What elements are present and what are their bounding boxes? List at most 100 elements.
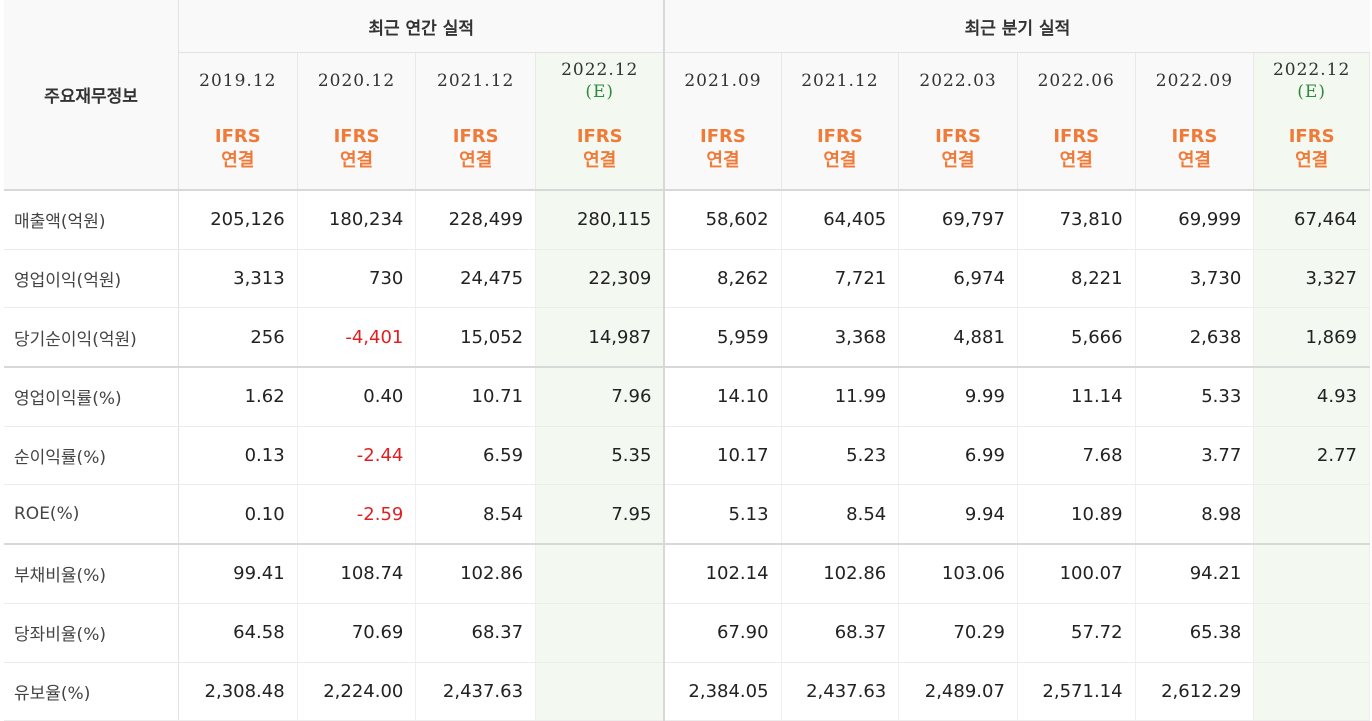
- estimate-marker: (E): [1297, 82, 1326, 102]
- table-cell: -4,401: [297, 307, 417, 369]
- table-cell: 3,730: [1135, 249, 1255, 309]
- table-cell: 4,881: [898, 307, 1018, 369]
- table-cell: 5.35: [535, 426, 666, 486]
- table-cell: 8,221: [1017, 249, 1136, 309]
- period-header: 2020.12: [297, 52, 417, 109]
- period-date: 2021.12: [801, 71, 879, 91]
- table-cell: 3,313: [178, 249, 298, 309]
- table-cell: 2,638: [1135, 307, 1255, 369]
- ifrs-label: IFRS: [333, 126, 380, 147]
- annual-group-title: 최근 연간 실적: [178, 0, 666, 53]
- table-cell: 8.54: [415, 484, 537, 546]
- table-row: 당좌비율(%) 64.58 70.69 68.37 67.90 68.37 70.29 57.…: [4, 603, 1370, 663]
- table-cell: 100.07: [1017, 544, 1136, 604]
- table-cell: 6.59: [415, 426, 537, 486]
- table-cell: 65.38: [1135, 603, 1255, 663]
- table-cell: 7,721: [781, 249, 900, 309]
- table-cell: 94.21: [1135, 544, 1255, 604]
- period-date: 2022.06: [1037, 71, 1115, 91]
- ifrs-header: IFRS 연결: [1135, 109, 1255, 191]
- ifrs-header: IFRS 연결: [535, 109, 666, 191]
- table-cell: 108.74: [297, 544, 417, 604]
- consolidated-label: 연결: [221, 150, 255, 171]
- ifrs-header: IFRS 연결: [898, 109, 1018, 191]
- period-date: 2022.09: [1155, 71, 1234, 91]
- consolidated-label: 연결: [339, 150, 374, 171]
- table-cell: 3.77: [1135, 426, 1255, 486]
- table-cell: 180,234: [297, 190, 417, 250]
- table-row: 영업이익률(%) 1.62 0.40 10.71 7.96 14.10 11.99 9.99 1…: [4, 367, 1370, 427]
- table-cell: [535, 662, 666, 721]
- table-cell: 69,797: [898, 190, 1018, 250]
- period-date: 2020.12: [317, 71, 396, 91]
- table-cell: 73,810: [1017, 190, 1136, 250]
- header-label: 주요재무정보: [4, 0, 179, 191]
- quarterly-group-title: 최근 분기 실적: [664, 0, 1370, 53]
- period-date: 2021.12: [437, 71, 515, 91]
- table-cell: -2.44: [297, 426, 417, 486]
- consolidated-label: 연결: [1177, 150, 1211, 171]
- table-cell: 2,612.29: [1135, 662, 1255, 721]
- table-cell: 57.72: [1017, 603, 1136, 663]
- table-cell: 2,571.14: [1017, 662, 1136, 721]
- ifrs-label: IFRS: [935, 126, 981, 147]
- table-cell: 7.68: [1017, 426, 1136, 486]
- ifrs-header: IFRS 연결: [178, 109, 298, 191]
- ifrs-label: IFRS: [214, 126, 261, 147]
- table-row: 당기순이익(억원) 256 -4,401 15,052 14,987 5,959 3,368…: [4, 307, 1370, 369]
- ifrs-label: IFRS: [1053, 126, 1100, 147]
- consolidated-label: 연결: [941, 150, 975, 171]
- table-cell: 6,974: [898, 249, 1018, 309]
- table-cell: 102.86: [781, 544, 900, 604]
- table-row: 영업이익(억원) 3,313 730 24,475 22,309 8,262 7,721 6,…: [4, 249, 1370, 309]
- table-cell: 10.89: [1017, 484, 1136, 546]
- row-label: 영업이익률(%): [4, 367, 179, 427]
- table-cell: [1253, 662, 1370, 721]
- table-cell: 14,987: [535, 307, 666, 369]
- period-date: 2019.12: [199, 71, 277, 91]
- table-cell: 8.98: [1135, 484, 1255, 546]
- table-cell: 11.14: [1017, 367, 1136, 427]
- ifrs-label: IFRS: [1171, 126, 1218, 147]
- table-cell: 228,499: [415, 190, 537, 250]
- table-cell: 7.95: [535, 484, 666, 546]
- period-header: 2019.12: [178, 52, 298, 109]
- table-cell: 2,308.48: [178, 662, 298, 721]
- table-cell: 14.10: [664, 367, 782, 427]
- table-cell: 256: [178, 307, 298, 369]
- period-date: 2022.12: [561, 60, 639, 80]
- table-cell: 3,327: [1253, 249, 1370, 309]
- table-cell: [1253, 544, 1370, 604]
- period-header: 2022.06: [1017, 52, 1136, 109]
- financial-summary-table: 주요재무정보 최근 연간 실적 최근 분기 실적 2019.12 2020.12 2…: [4, 0, 1370, 721]
- table-cell: 64.58: [178, 603, 298, 663]
- ifrs-header: IFRS 연결: [1017, 109, 1136, 191]
- period-date: 2021.09: [684, 71, 762, 91]
- consolidated-label: 연결: [1295, 150, 1329, 171]
- period-header: 2022.03: [898, 52, 1018, 109]
- row-label: 매출액(억원): [4, 190, 179, 250]
- table-cell: 0.10: [178, 484, 298, 546]
- period-header: 2021.12: [781, 52, 900, 109]
- table-row: 매출액(억원) 205,126 180,234 228,499 280,115 58,60…: [4, 190, 1370, 250]
- table-cell: 5.33: [1135, 367, 1255, 427]
- ifrs-label: IFRS: [576, 126, 623, 147]
- table-row: 순이익률(%) 0.13 -2.44 6.59 5.35 10.17 5.23 6.99 7.6…: [4, 426, 1370, 486]
- consolidated-label: 연결: [706, 150, 740, 171]
- ifrs-label: IFRS: [452, 126, 499, 147]
- table-cell: 70.69: [297, 603, 417, 663]
- table-cell: 68.37: [781, 603, 900, 663]
- table-cell: 280,115: [535, 190, 666, 250]
- ifrs-label: IFRS: [700, 126, 746, 147]
- table-cell: 103.06: [898, 544, 1018, 604]
- table-cell: 58,602: [664, 190, 782, 250]
- table-cell: 730: [297, 249, 417, 309]
- table-cell: 0.13: [178, 426, 298, 486]
- table-cell: 67.90: [664, 603, 782, 663]
- table-cell: 11.99: [781, 367, 900, 427]
- row-label: ROE(%): [4, 484, 179, 546]
- row-label: 유보율(%): [4, 662, 179, 721]
- table-cell: [1253, 484, 1370, 546]
- table-cell: 3,368: [781, 307, 900, 369]
- period-header: 2022.12 (E): [535, 52, 666, 109]
